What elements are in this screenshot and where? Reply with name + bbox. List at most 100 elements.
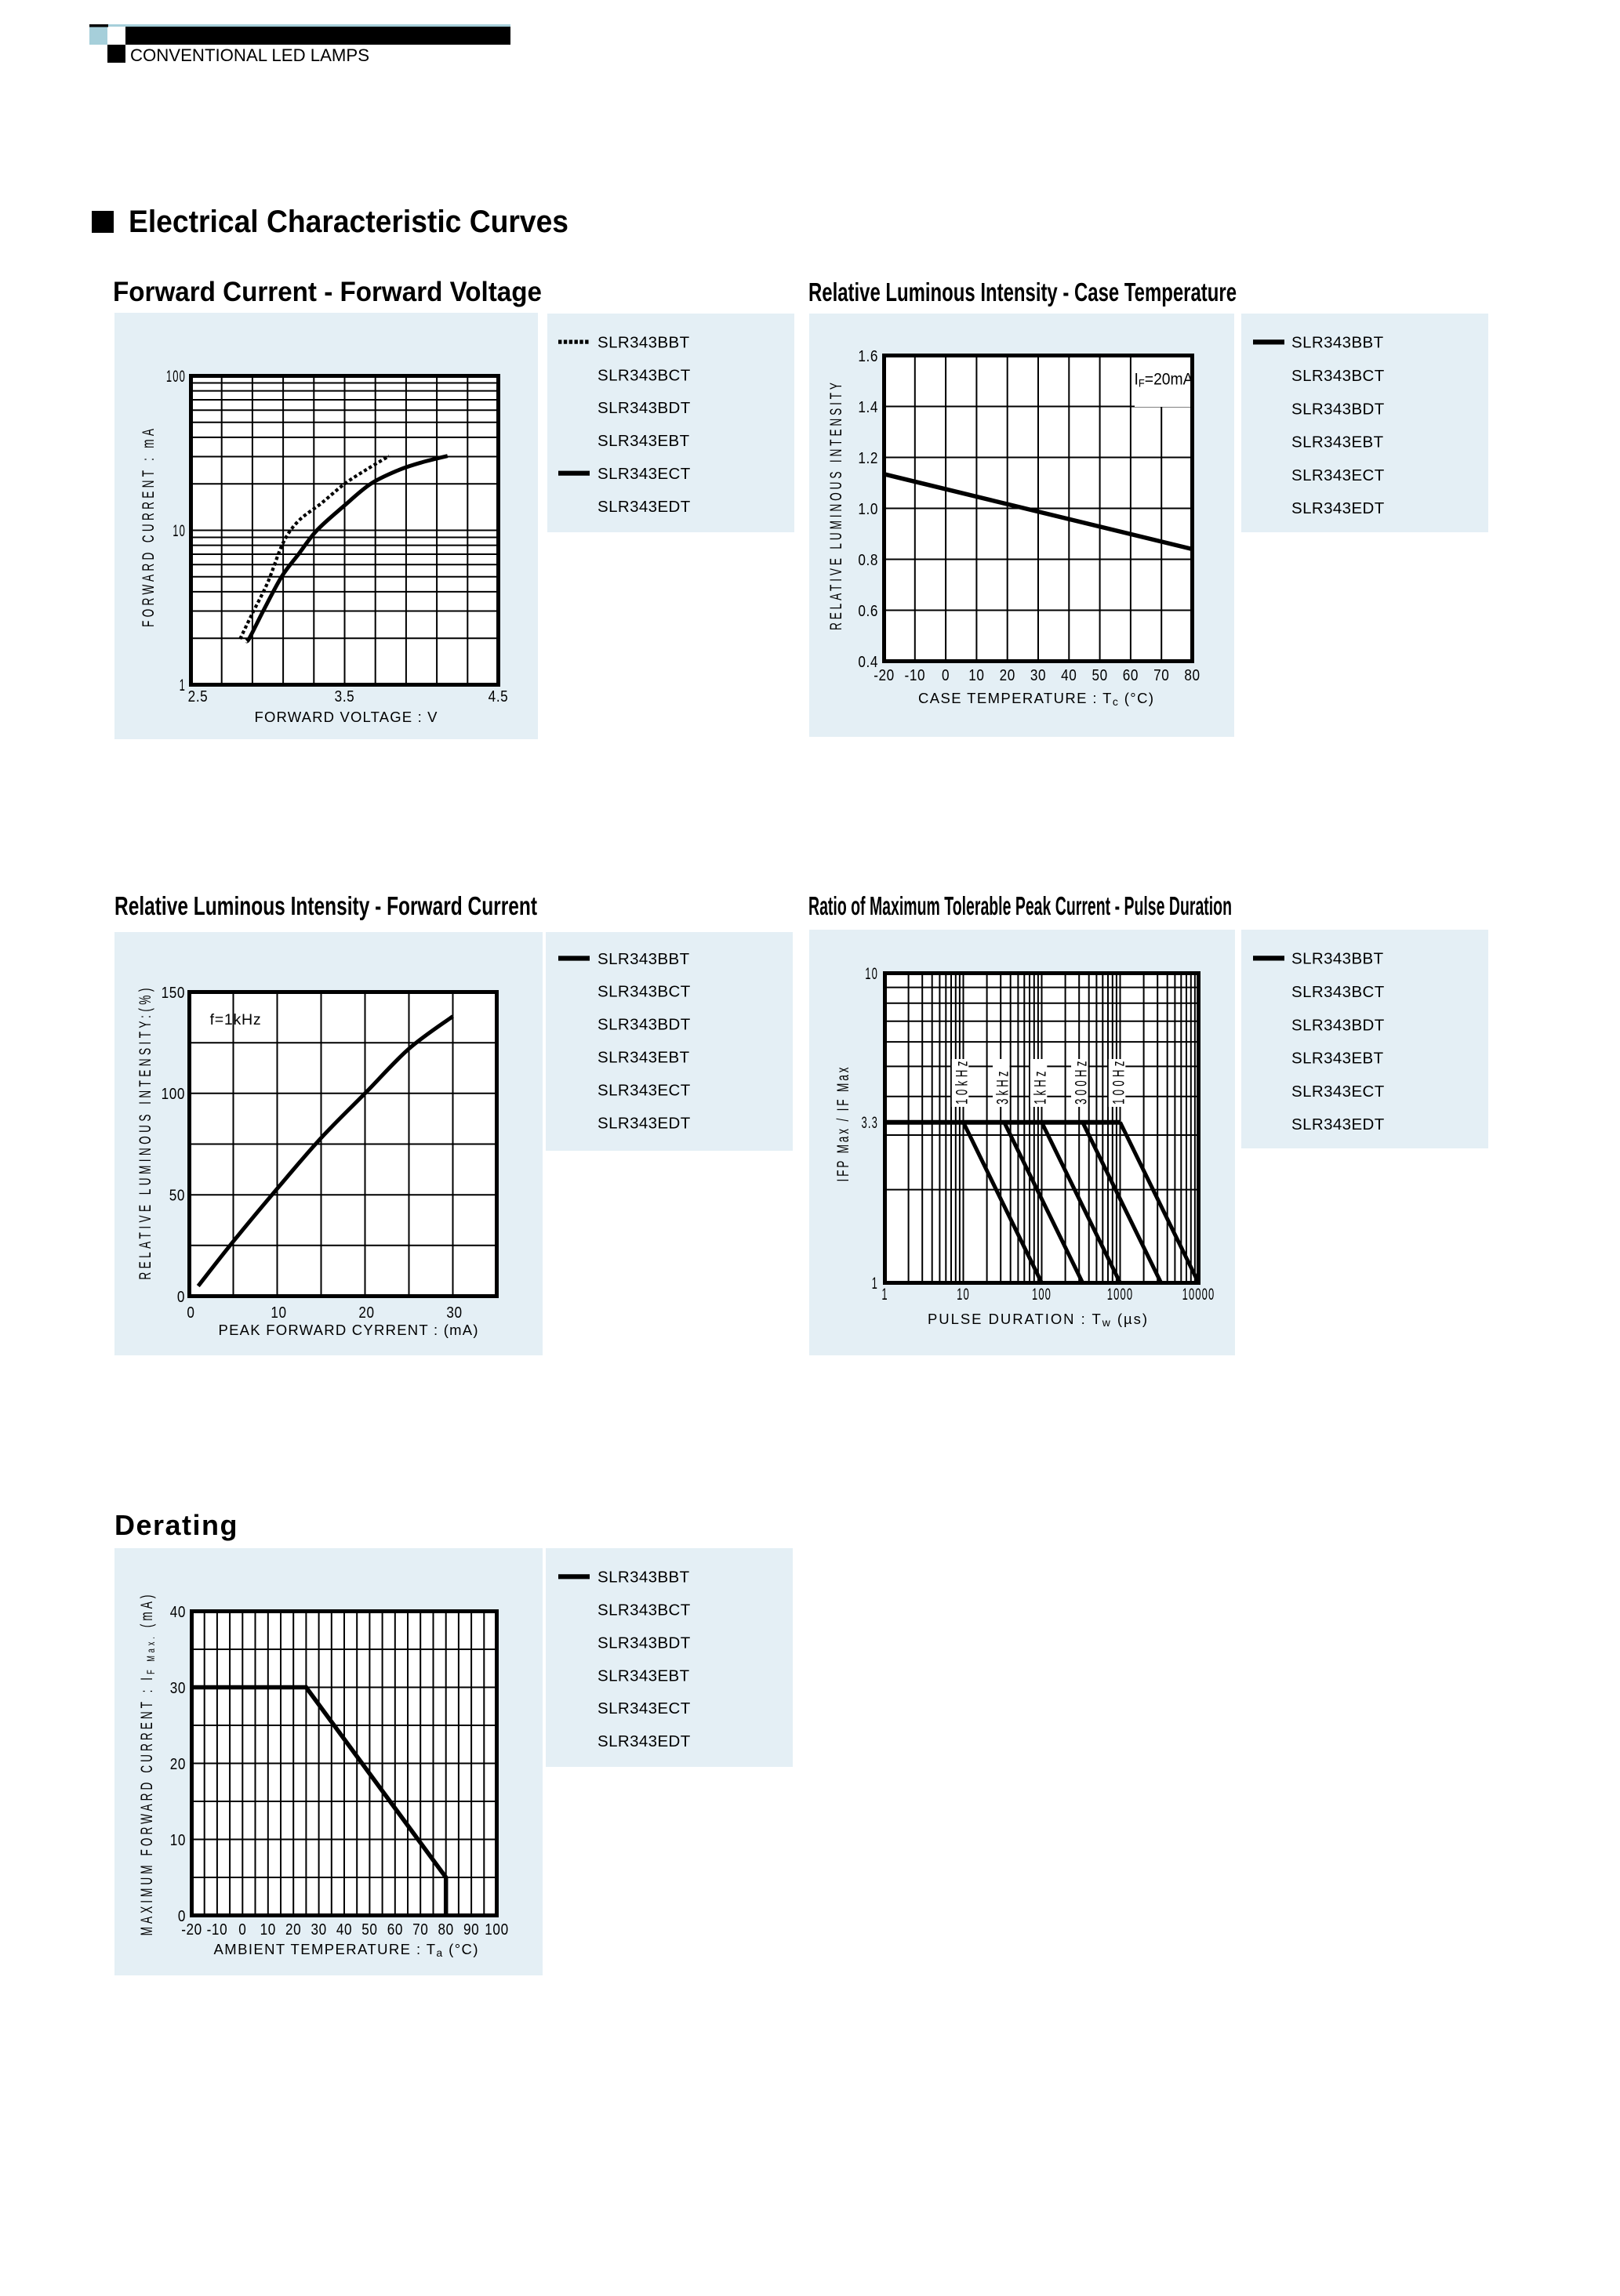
svg-text:SLR343EBT: SLR343EBT bbox=[1291, 433, 1384, 452]
svg-text:60: 60 bbox=[387, 1921, 403, 1939]
svg-text:SLR343ECT: SLR343ECT bbox=[598, 1699, 691, 1717]
svg-text:20: 20 bbox=[358, 1304, 374, 1322]
svg-text:Ratio of Maximum Tolerable Pea: Ratio of Maximum Tolerable Peak Current … bbox=[808, 891, 1232, 920]
svg-text:40: 40 bbox=[1061, 666, 1077, 684]
svg-text:SLR343BDT: SLR343BDT bbox=[598, 1016, 691, 1034]
svg-text:0.4: 0.4 bbox=[858, 653, 878, 671]
svg-text:SLR343EBT: SLR343EBT bbox=[1291, 1050, 1384, 1068]
svg-text:0: 0 bbox=[178, 1907, 186, 1925]
svg-text:1000: 1000 bbox=[1107, 1285, 1133, 1304]
svg-text:IFP Max / IF Max: IFP Max / IF Max bbox=[834, 1067, 852, 1181]
svg-text:70: 70 bbox=[412, 1921, 428, 1939]
svg-text:SLR343EBT: SLR343EBT bbox=[598, 1049, 690, 1067]
svg-text:0: 0 bbox=[238, 1921, 246, 1939]
svg-text:10: 10 bbox=[957, 1285, 970, 1304]
svg-text:SLR343BDT: SLR343BDT bbox=[598, 399, 691, 417]
svg-text:SLR343EDT: SLR343EDT bbox=[598, 498, 691, 516]
svg-text:PEAK FORWARD CYRRENT : (mA): PEAK FORWARD CYRRENT : (mA) bbox=[219, 1322, 478, 1338]
svg-text:SLR343EBT: SLR343EBT bbox=[598, 432, 690, 450]
svg-text:1.2: 1.2 bbox=[858, 449, 878, 467]
svg-text:30: 30 bbox=[446, 1304, 462, 1322]
svg-text:50: 50 bbox=[361, 1921, 377, 1939]
svg-text:1.0: 1.0 bbox=[858, 500, 878, 518]
svg-text:30: 30 bbox=[170, 1679, 186, 1697]
svg-text:0.8: 0.8 bbox=[858, 551, 878, 569]
svg-text:SLR343ECT: SLR343ECT bbox=[1291, 1083, 1385, 1101]
svg-text:SLR343BBT: SLR343BBT bbox=[598, 1569, 690, 1587]
svg-text:0: 0 bbox=[177, 1288, 185, 1306]
svg-text:20: 20 bbox=[285, 1921, 301, 1939]
svg-text:CASE TEMPERATURE : Tc (°C): CASE TEMPERATURE : Tc (°C) bbox=[918, 690, 1153, 708]
svg-text:10: 10 bbox=[170, 1831, 186, 1849]
svg-text:100: 100 bbox=[1032, 1285, 1052, 1304]
svg-text:SLR343BCT: SLR343BCT bbox=[598, 1601, 691, 1620]
svg-text:Relative Luminous Intensity -: Relative Luminous Intensity - Forward Cu… bbox=[114, 891, 537, 920]
svg-text:0.6: 0.6 bbox=[858, 602, 878, 620]
svg-text:100: 100 bbox=[162, 1085, 185, 1103]
svg-text:10: 10 bbox=[173, 521, 186, 540]
svg-text:60: 60 bbox=[1123, 666, 1139, 684]
svg-text:SLR343EDT: SLR343EDT bbox=[1291, 499, 1385, 517]
svg-text:40: 40 bbox=[336, 1921, 352, 1939]
svg-text:Electrical Characteristic Curv: Electrical Characteristic Curves bbox=[129, 205, 568, 239]
svg-text:SLR343EBT: SLR343EBT bbox=[598, 1667, 690, 1685]
svg-text:10: 10 bbox=[865, 964, 878, 983]
svg-text:1: 1 bbox=[180, 676, 186, 695]
svg-text:SLR343BDT: SLR343BDT bbox=[1291, 400, 1385, 418]
svg-text:30: 30 bbox=[1030, 666, 1046, 684]
svg-text:40: 40 bbox=[170, 1603, 186, 1621]
svg-text:SLR343BBT: SLR343BBT bbox=[1291, 950, 1384, 968]
svg-text:50: 50 bbox=[1092, 666, 1107, 684]
svg-text:SLR343BBT: SLR343BBT bbox=[598, 333, 690, 351]
svg-text:20: 20 bbox=[1000, 666, 1015, 684]
svg-text:IF=20mA: IF=20mA bbox=[1135, 371, 1193, 390]
svg-text:-10: -10 bbox=[905, 666, 926, 684]
svg-text:SLR343ECT: SLR343ECT bbox=[1291, 466, 1385, 484]
svg-text:20: 20 bbox=[170, 1755, 186, 1773]
svg-text:SLR343BDT: SLR343BDT bbox=[1291, 1016, 1385, 1034]
svg-text:SLR343BBT: SLR343BBT bbox=[598, 950, 690, 968]
svg-text:SLR343ECT: SLR343ECT bbox=[598, 1081, 691, 1099]
svg-text:SLR343BBT: SLR343BBT bbox=[1291, 334, 1384, 352]
svg-text:10: 10 bbox=[271, 1304, 286, 1322]
svg-text:0: 0 bbox=[187, 1304, 194, 1322]
svg-text:SLR343BCT: SLR343BCT bbox=[1291, 367, 1385, 385]
svg-text:SLR343BCT: SLR343BCT bbox=[598, 366, 691, 384]
svg-text:-10: -10 bbox=[207, 1921, 228, 1939]
svg-text:SLR343BCT: SLR343BCT bbox=[1291, 983, 1385, 1001]
svg-text:FORWARD VOLTAGE : V: FORWARD VOLTAGE : V bbox=[255, 709, 438, 725]
svg-text:-20: -20 bbox=[181, 1921, 202, 1939]
svg-text:SLR343EDT: SLR343EDT bbox=[598, 1732, 691, 1750]
svg-text:70: 70 bbox=[1153, 666, 1169, 684]
svg-text:4.5: 4.5 bbox=[489, 687, 509, 705]
svg-text:SLR343BDT: SLR343BDT bbox=[598, 1634, 691, 1652]
svg-text:CONVENTIONAL LED LAMPS: CONVENTIONAL LED LAMPS bbox=[130, 45, 369, 65]
svg-text:50: 50 bbox=[169, 1186, 185, 1204]
svg-text:100: 100 bbox=[166, 367, 186, 386]
svg-text:SLR343EDT: SLR343EDT bbox=[598, 1114, 691, 1132]
svg-text:10000: 10000 bbox=[1182, 1285, 1215, 1304]
svg-text:PULSE DURATION : Tw (µs): PULSE DURATION : Tw (µs) bbox=[928, 1311, 1147, 1329]
svg-text:1: 1 bbox=[881, 1285, 888, 1304]
svg-text:1: 1 bbox=[872, 1274, 878, 1293]
svg-text:90: 90 bbox=[463, 1921, 479, 1939]
svg-text:80: 80 bbox=[1184, 666, 1200, 684]
svg-text:AMBIENT TEMPERATURE : Ta (°C): AMBIENT TEMPERATURE : Ta (°C) bbox=[214, 1941, 478, 1959]
svg-text:Derating: Derating bbox=[114, 1509, 238, 1541]
svg-text:1.4: 1.4 bbox=[858, 398, 878, 416]
svg-text:3.3: 3.3 bbox=[862, 1113, 878, 1132]
svg-text:SLR343ECT: SLR343ECT bbox=[598, 465, 691, 483]
svg-text:10: 10 bbox=[968, 666, 984, 684]
svg-text:2.5: 2.5 bbox=[188, 687, 209, 705]
svg-text:SLR343EDT: SLR343EDT bbox=[1291, 1115, 1385, 1133]
svg-text:30: 30 bbox=[311, 1921, 326, 1939]
svg-text:Forward Current - Forward Volt: Forward Current - Forward Voltage bbox=[113, 277, 542, 307]
svg-text:10: 10 bbox=[260, 1921, 276, 1939]
svg-text:100: 100 bbox=[485, 1921, 508, 1939]
svg-text:Relative Luminous Intensity -: Relative Luminous Intensity - Case Tempe… bbox=[808, 277, 1237, 306]
svg-text:0: 0 bbox=[942, 666, 950, 684]
svg-text:f=1kHz: f=1kHz bbox=[210, 1011, 262, 1028]
svg-text:-20: -20 bbox=[874, 666, 895, 684]
svg-text:1.6: 1.6 bbox=[858, 347, 878, 365]
svg-text:SLR343BCT: SLR343BCT bbox=[598, 983, 691, 1001]
